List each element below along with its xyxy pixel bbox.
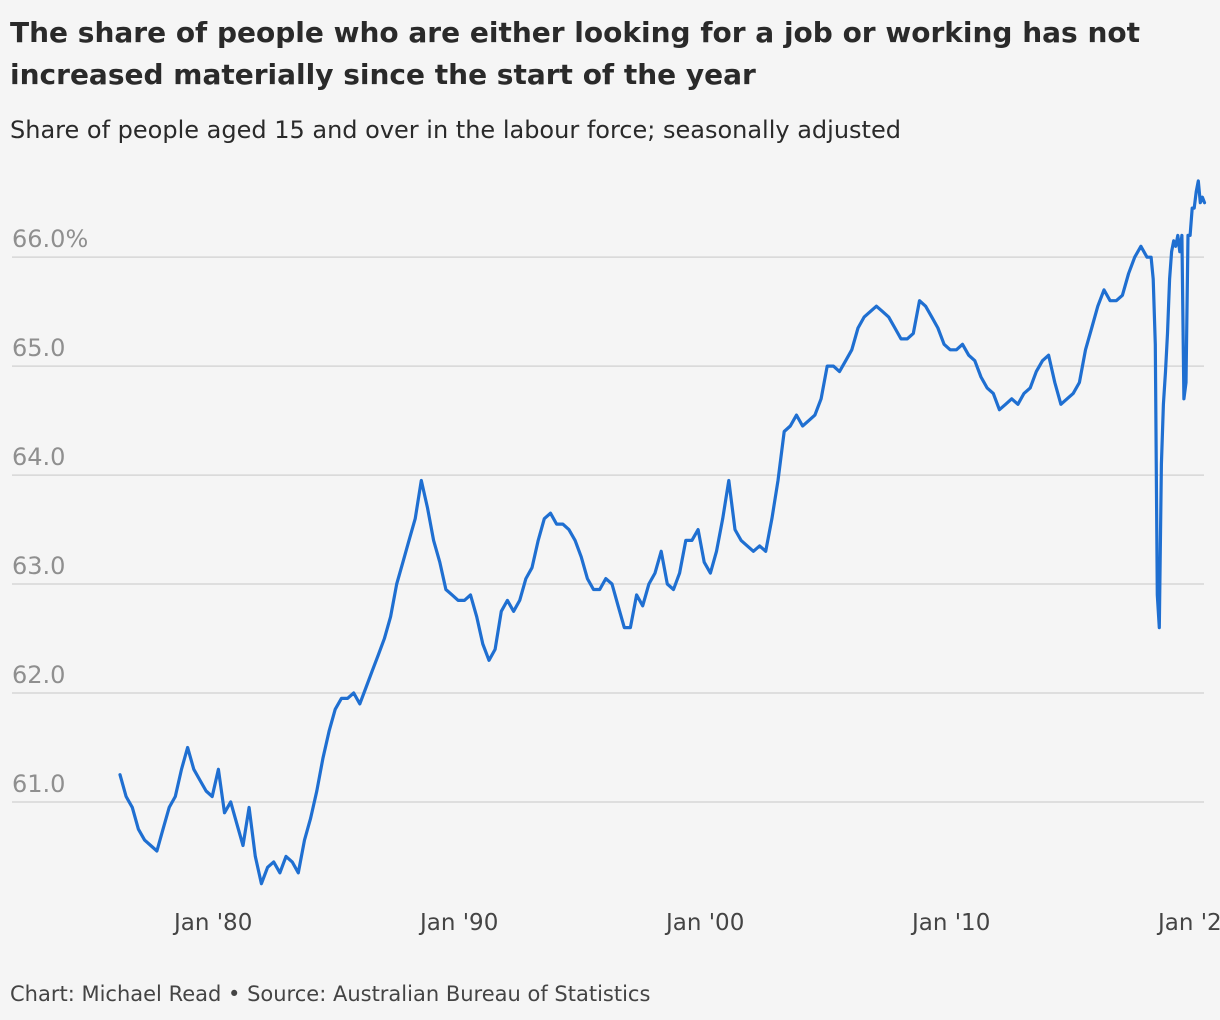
series-line xyxy=(118,179,1207,886)
chart-credit: Chart: Michael Read • Source: Australian… xyxy=(10,982,651,1006)
x-tick-label: Jan '80 xyxy=(172,910,252,936)
series-layer xyxy=(118,179,1207,886)
y-tick-label: 63.0 xyxy=(12,552,65,580)
x-axis-ticks: Jan '80 Jan '90 Jan '00 Jan '10 Jan '20 xyxy=(172,910,1220,936)
y-tick-label: 66.0% xyxy=(12,225,88,253)
y-tick-label: 65.0 xyxy=(12,334,65,362)
chart-title: The share of people who are either looki… xyxy=(10,16,1141,91)
y-axis-ticks: 61.0 62.0 63.0 64.0 65.0 66.0% xyxy=(12,225,88,798)
chart-subtitle: Share of people aged 15 and over in the … xyxy=(10,116,901,144)
line-chart: 61.0 62.0 63.0 64.0 65.0 66.0% Jan '80 Jan '90… xyxy=(12,179,1220,936)
y-tick-label: 62.0 xyxy=(12,661,65,689)
y-tick-label: 61.0 xyxy=(12,770,65,798)
x-tick-label: Jan '00 xyxy=(664,910,744,936)
x-tick-label: Jan '10 xyxy=(910,910,990,936)
gridlines xyxy=(12,256,1204,803)
x-tick-label: Jan '90 xyxy=(418,910,498,936)
x-tick-label: Jan '20 xyxy=(1156,910,1220,936)
y-tick-label: 64.0 xyxy=(12,443,65,471)
